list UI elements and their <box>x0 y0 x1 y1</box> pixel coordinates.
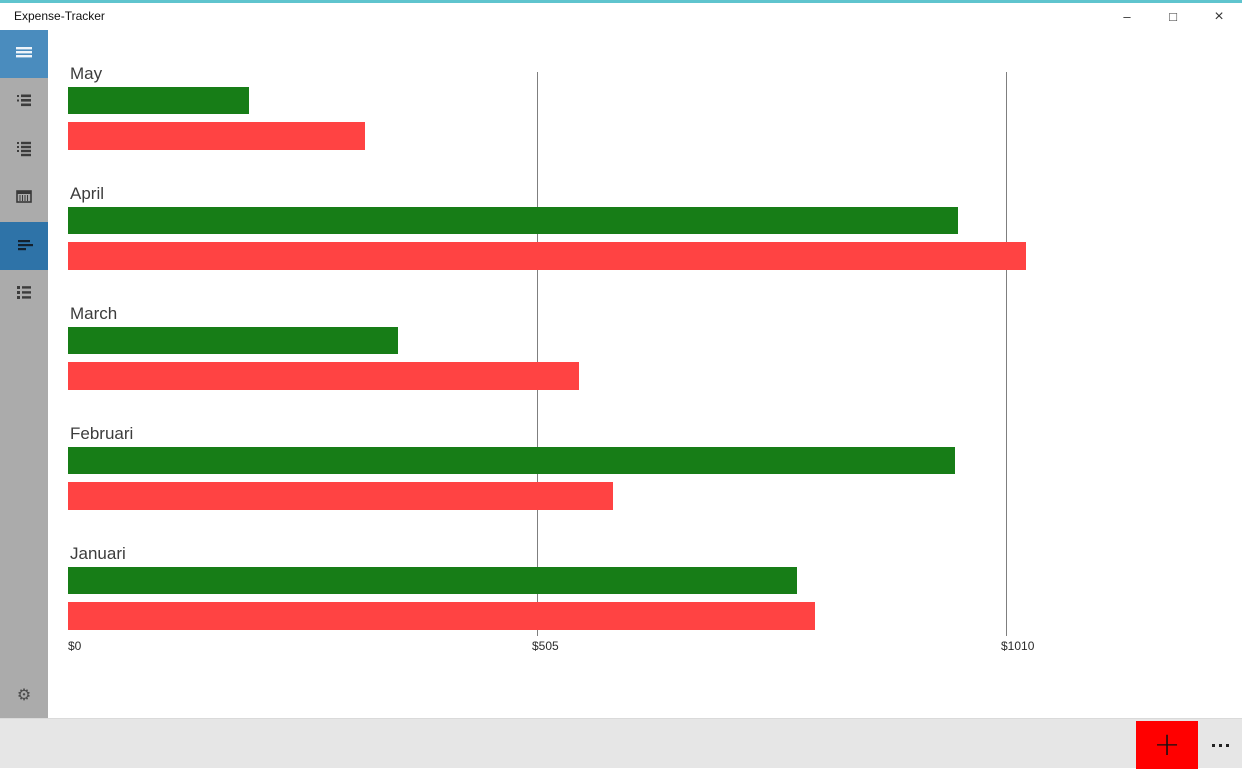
detailed-list-icon <box>15 139 33 162</box>
red-bar-may <box>68 122 365 150</box>
add-expense-button[interactable]: + <box>1136 721 1198 769</box>
green-bar-februari <box>68 447 955 474</box>
axis-tick-label: $1010 <box>1001 639 1034 653</box>
month-label: May <box>70 64 102 84</box>
axis-gridline <box>1006 72 1007 636</box>
command-bar: + <box>0 718 1242 768</box>
more-options-button[interactable] <box>1204 733 1236 757</box>
month-label: Februari <box>70 424 133 444</box>
sidebar-item-expense-list[interactable] <box>0 78 48 126</box>
minimize-button[interactable]: – <box>1104 3 1150 30</box>
gear-icon: ⚙ <box>17 685 31 704</box>
ordered-list-icon <box>15 283 33 306</box>
expense-bar-chart: $0 $505 $1010 May April March Februari Januari <box>48 30 1242 718</box>
green-bar-march <box>68 327 398 354</box>
axis-gridline <box>537 72 538 636</box>
sidebar-item-chart[interactable] <box>0 222 48 270</box>
hamburger-icon <box>15 43 33 66</box>
bulleted-list-icon <box>15 91 33 114</box>
calendar-icon <box>15 187 33 210</box>
green-bar-januari <box>68 567 797 594</box>
app-title: Expense-Tracker <box>14 9 105 23</box>
sidebar-item-calendar[interactable] <box>0 174 48 222</box>
window-controls: – □ × <box>1104 3 1242 33</box>
sidebar-item-ordered-list[interactable] <box>0 270 48 318</box>
red-bar-januari <box>68 602 815 630</box>
plus-icon: + <box>1154 728 1181 760</box>
month-label: April <box>70 184 104 204</box>
month-label: Januari <box>70 544 126 564</box>
month-label: March <box>70 304 117 324</box>
hamburger-menu-button[interactable] <box>0 30 48 78</box>
ellipsis-icon <box>1212 744 1215 747</box>
green-bar-april <box>68 207 958 234</box>
axis-tick-label: $505 <box>532 639 559 653</box>
red-bar-februari <box>68 482 613 510</box>
titlebar: Expense-Tracker – □ × <box>0 0 1242 30</box>
bar-chart-icon <box>15 235 33 258</box>
axis-tick-label: $0 <box>68 639 81 653</box>
red-bar-march <box>68 362 579 390</box>
sidebar-item-settings[interactable]: ⚙ <box>0 670 48 718</box>
maximize-button[interactable]: □ <box>1150 3 1196 30</box>
sidebar-item-detailed-list[interactable] <box>0 126 48 174</box>
red-bar-april <box>68 242 1026 270</box>
sidebar: ⚙ <box>0 30 48 718</box>
green-bar-may <box>68 87 249 114</box>
close-button[interactable]: × <box>1196 3 1242 30</box>
